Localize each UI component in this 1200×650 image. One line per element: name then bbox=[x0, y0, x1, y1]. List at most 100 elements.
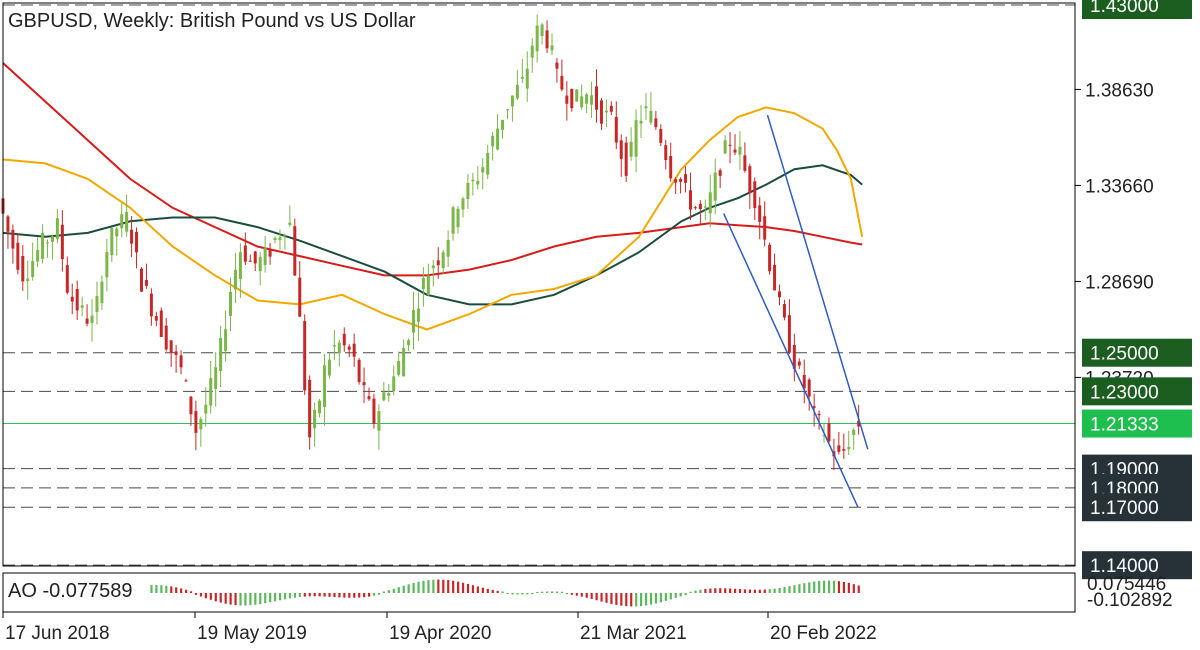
candle-body bbox=[575, 89, 579, 102]
ao-bar bbox=[669, 593, 672, 600]
candle-body bbox=[441, 252, 445, 269]
ao-bar bbox=[753, 589, 756, 593]
ao-bar bbox=[466, 583, 470, 593]
ao-bar bbox=[847, 582, 850, 593]
x-tick-label: 21 Mar 2021 bbox=[580, 623, 687, 644]
candle-body bbox=[768, 244, 772, 272]
ao-bar bbox=[793, 585, 796, 593]
candle-body bbox=[70, 296, 74, 302]
ao-bar bbox=[219, 593, 222, 603]
candle-body bbox=[130, 229, 134, 244]
ao-bar bbox=[457, 581, 460, 593]
current-price-label: 1.21333 bbox=[1090, 415, 1159, 436]
ao-bar bbox=[724, 588, 727, 593]
ao-bar bbox=[274, 593, 277, 602]
candle-body bbox=[802, 375, 806, 389]
candle-body bbox=[763, 216, 767, 240]
ao-bar bbox=[278, 593, 282, 601]
ao-bar bbox=[788, 586, 791, 593]
trendline bbox=[723, 213, 859, 508]
ao-bar bbox=[748, 589, 752, 593]
candle-body bbox=[407, 340, 411, 346]
candle-body bbox=[144, 280, 148, 286]
ao-bar bbox=[229, 593, 232, 605]
y-tick-label: 1.28690 bbox=[1085, 272, 1154, 293]
ao-bar bbox=[165, 585, 168, 593]
ao-bar bbox=[402, 585, 405, 593]
ao-bar bbox=[580, 593, 583, 597]
candle-body bbox=[278, 237, 282, 240]
candle-body bbox=[26, 278, 30, 282]
ao-tick-label: 0.075446 bbox=[1087, 574, 1166, 595]
candle-body bbox=[115, 228, 119, 237]
candle-body bbox=[41, 232, 45, 259]
ao-bar bbox=[372, 593, 376, 596]
ao-bar bbox=[546, 591, 549, 593]
candle-body bbox=[21, 255, 25, 282]
ao-bar bbox=[570, 593, 573, 595]
ao-bar bbox=[689, 591, 692, 593]
candle-body bbox=[421, 278, 425, 290]
candle-body bbox=[164, 325, 168, 350]
candle-body bbox=[189, 396, 193, 415]
candle-body bbox=[773, 264, 777, 291]
candle-body bbox=[649, 111, 653, 123]
ao-bar bbox=[184, 589, 188, 593]
candle-body bbox=[416, 308, 420, 322]
ao-bar bbox=[823, 580, 826, 593]
candle-body bbox=[817, 413, 821, 416]
candle-body bbox=[728, 144, 732, 146]
candle-body bbox=[629, 141, 633, 157]
ao-bar bbox=[318, 593, 321, 597]
ao-bar bbox=[719, 588, 722, 593]
candle-body bbox=[55, 218, 59, 239]
candle-body bbox=[263, 247, 267, 265]
candle-body bbox=[530, 45, 534, 58]
candle-body bbox=[135, 231, 139, 253]
ao-bar bbox=[397, 587, 400, 593]
x-tick-label: 19 May 2019 bbox=[197, 623, 307, 644]
candle-body bbox=[169, 340, 173, 353]
candle-body bbox=[535, 25, 539, 52]
candle-body bbox=[219, 338, 223, 371]
candle-body bbox=[797, 361, 801, 366]
level-label: 1.25000 bbox=[1090, 344, 1159, 365]
candle-body bbox=[525, 68, 529, 89]
candle-body bbox=[520, 76, 524, 79]
candle-body bbox=[224, 329, 228, 351]
candle-body bbox=[392, 376, 396, 392]
candle-body bbox=[209, 378, 213, 406]
candle-body bbox=[782, 303, 786, 318]
candle-body bbox=[214, 367, 218, 389]
ao-bar bbox=[224, 593, 227, 604]
ao-bar bbox=[798, 584, 801, 593]
candle-body bbox=[496, 128, 500, 150]
ao-bar bbox=[155, 585, 158, 593]
candle-body bbox=[332, 345, 336, 347]
ao-bar bbox=[194, 593, 198, 595]
level-label-box bbox=[1082, 551, 1192, 580]
candle-body bbox=[842, 449, 846, 451]
ao-bar bbox=[511, 593, 514, 595]
candle-body bbox=[461, 198, 465, 210]
candle-body bbox=[550, 45, 554, 51]
candle-body bbox=[431, 265, 435, 269]
ao-bar bbox=[422, 580, 425, 593]
candle-body bbox=[684, 174, 688, 183]
ao-bar bbox=[269, 593, 272, 603]
candle-body bbox=[590, 95, 594, 105]
candle-body bbox=[80, 305, 84, 308]
trendlines bbox=[723, 114, 869, 508]
candle-body bbox=[105, 252, 109, 278]
level-label: 1.23000 bbox=[1090, 382, 1159, 403]
candle-body bbox=[624, 142, 628, 176]
ao-bar bbox=[442, 579, 445, 593]
candle-body bbox=[748, 166, 752, 194]
ao-bar bbox=[199, 593, 203, 597]
ao-bar bbox=[694, 590, 697, 593]
level-label: 1.14000 bbox=[1090, 556, 1159, 577]
candle-body bbox=[703, 206, 707, 208]
ao-bar bbox=[298, 593, 301, 598]
y-tick-label: 1.33660 bbox=[1085, 176, 1154, 197]
ao-bar bbox=[842, 581, 846, 593]
